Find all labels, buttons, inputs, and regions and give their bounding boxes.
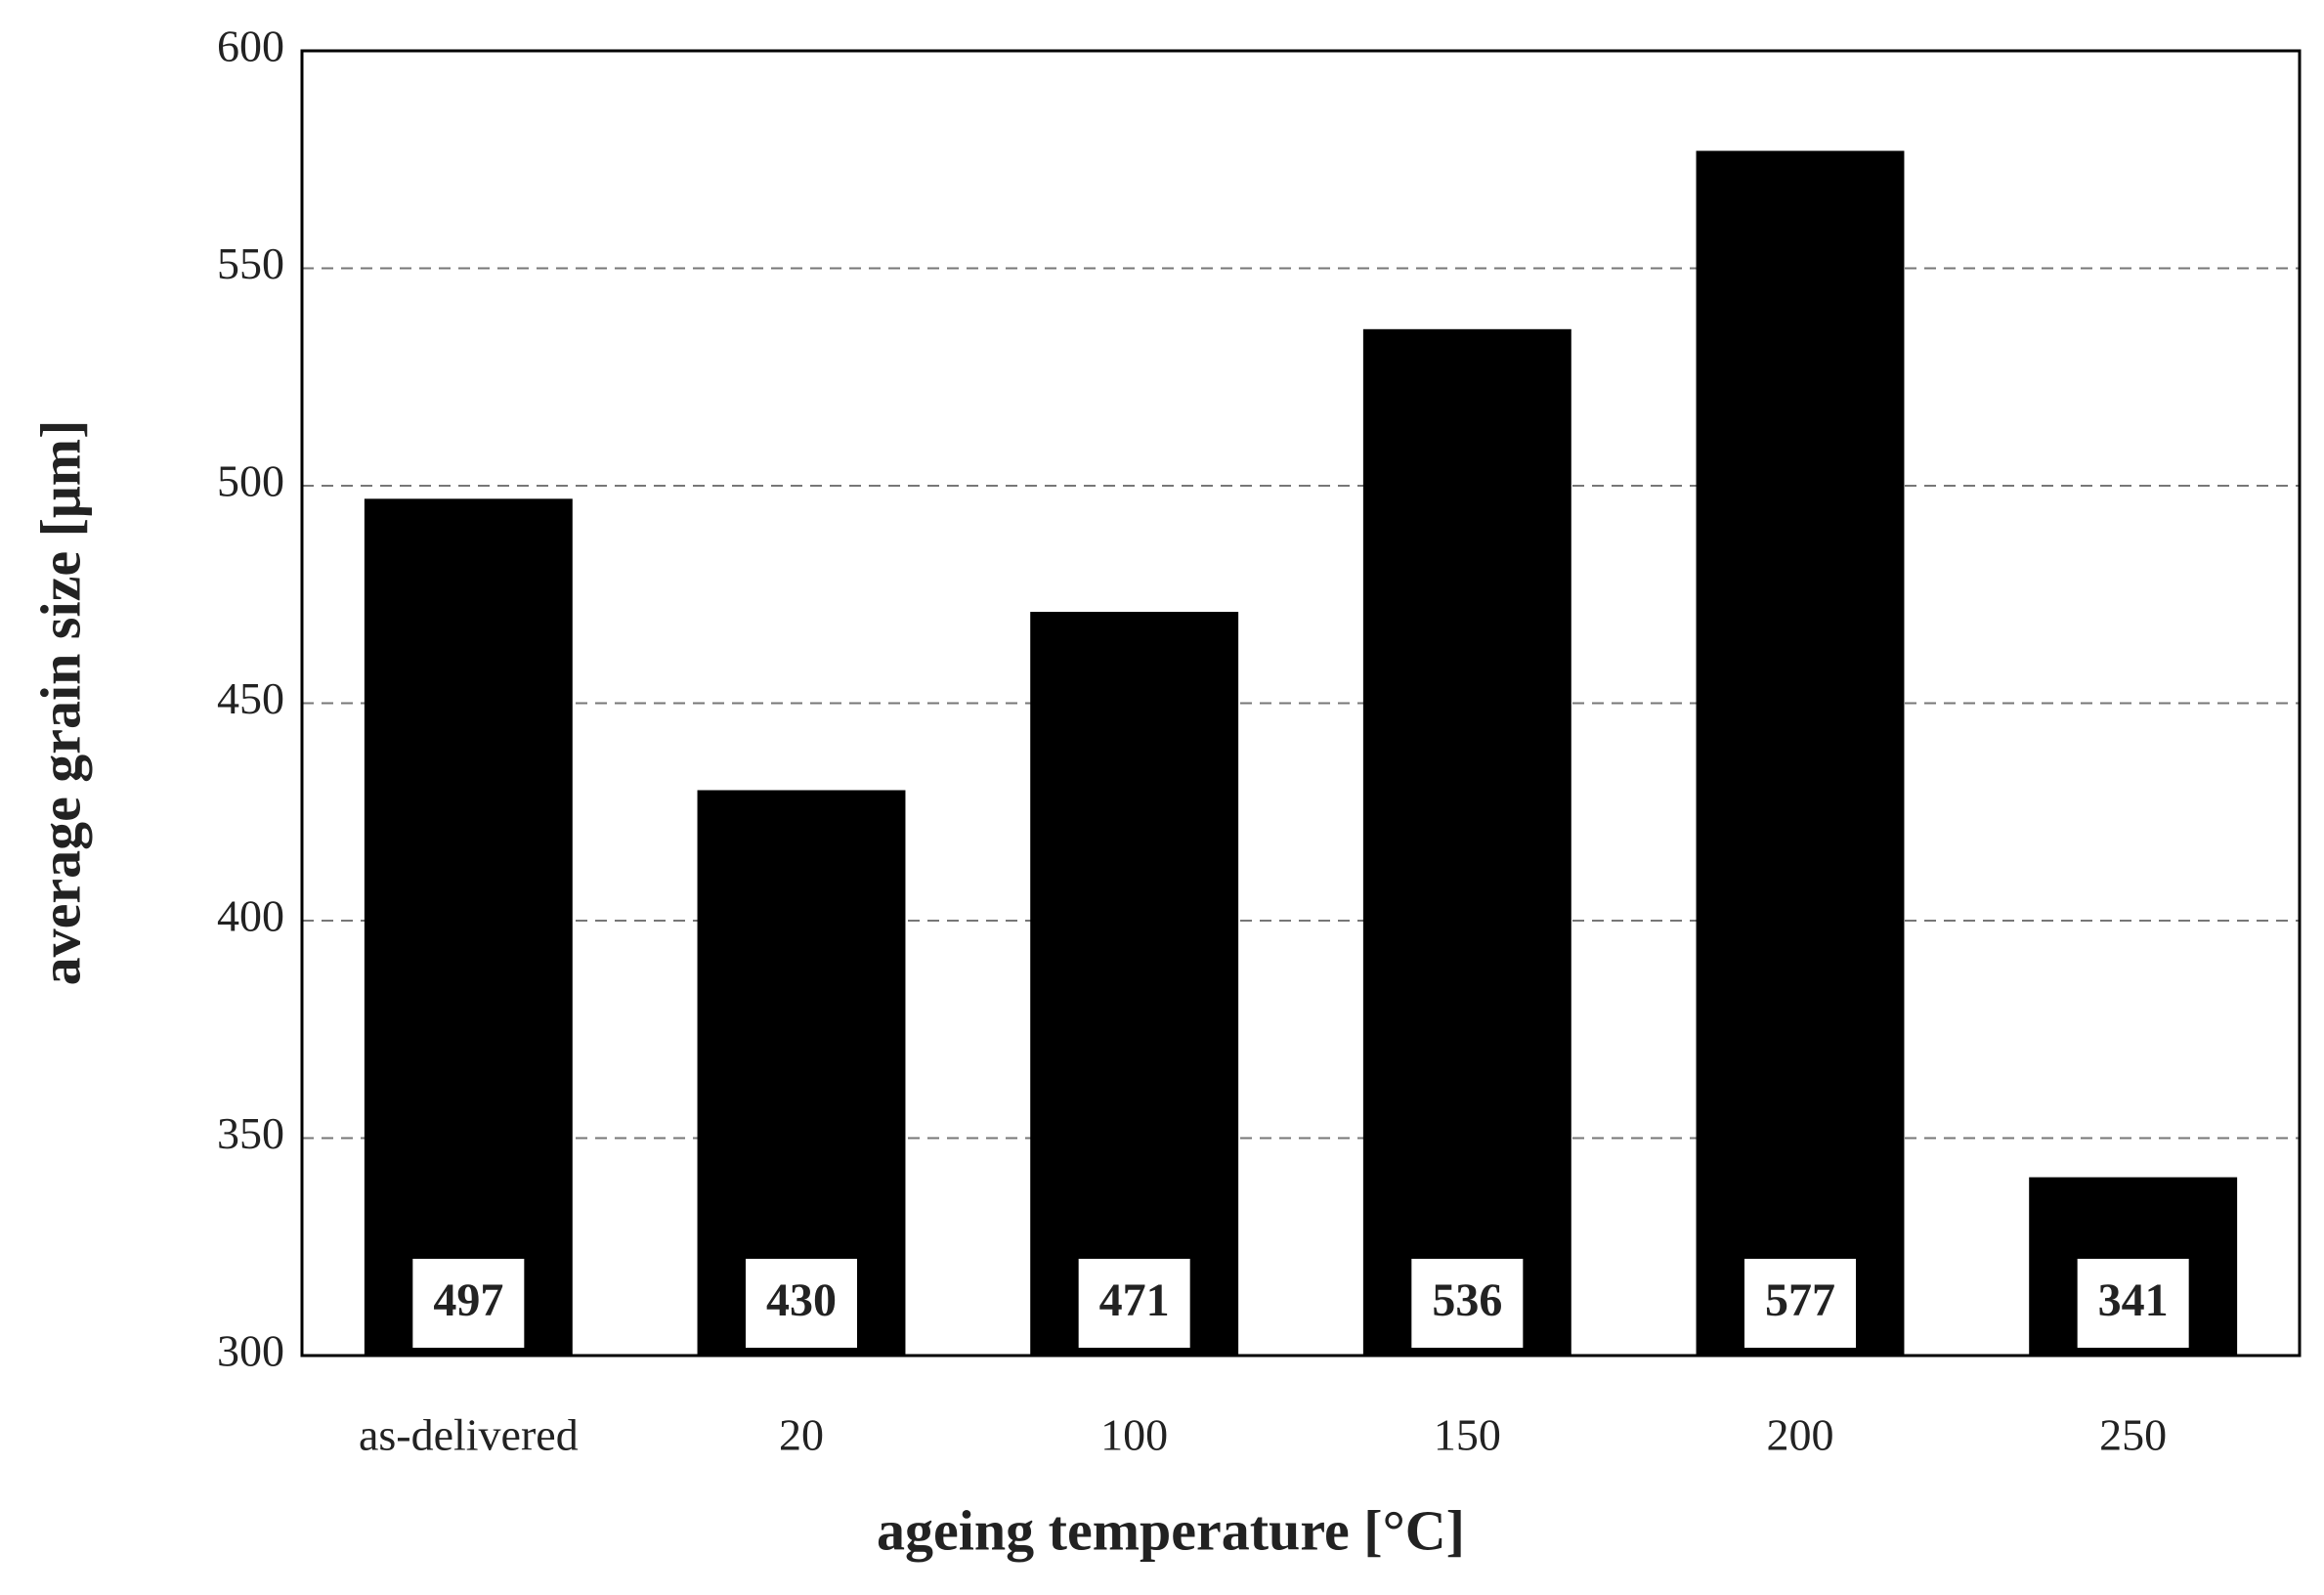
y-tick-label: 350 — [217, 1108, 284, 1158]
x-tick-label: 20 — [779, 1410, 824, 1460]
value-label: 536 — [1432, 1274, 1502, 1326]
y-tick-label: 300 — [217, 1326, 284, 1376]
x-tick-label: 200 — [1767, 1410, 1834, 1460]
value-label-box — [1744, 1259, 1856, 1348]
y-tick-label: 400 — [217, 891, 284, 941]
value-label-box — [412, 1259, 525, 1348]
y-tick-label: 500 — [217, 456, 284, 506]
value-label: 341 — [2098, 1274, 2169, 1326]
x-axis-title: ageing temperature [°C] — [877, 1498, 1465, 1562]
value-label: 497 — [433, 1274, 503, 1326]
value-label: 577 — [1765, 1274, 1835, 1326]
value-label-box — [2077, 1259, 2189, 1348]
value-label-box — [1411, 1259, 1524, 1348]
y-tick-label: 550 — [217, 238, 284, 288]
y-tick-label: 450 — [217, 673, 284, 723]
bar — [1030, 612, 1239, 1356]
bar — [1696, 151, 1905, 1357]
x-tick-label: 100 — [1100, 1410, 1168, 1460]
value-label-box — [1078, 1259, 1190, 1348]
x-tick-label: 150 — [1434, 1410, 1501, 1460]
x-tick-label: 250 — [2099, 1410, 2167, 1460]
value-label: 471 — [1099, 1274, 1170, 1326]
plot-frame — [300, 49, 2302, 1358]
bar — [364, 498, 573, 1357]
value-label-box — [746, 1259, 857, 1348]
y-tick-label: 600 — [217, 22, 284, 71]
value-label: 430 — [766, 1274, 837, 1326]
x-tick-label: as-delivered — [359, 1410, 579, 1460]
y-axis-title: average grain size [μm] — [28, 420, 92, 986]
bar — [1362, 328, 1571, 1356]
